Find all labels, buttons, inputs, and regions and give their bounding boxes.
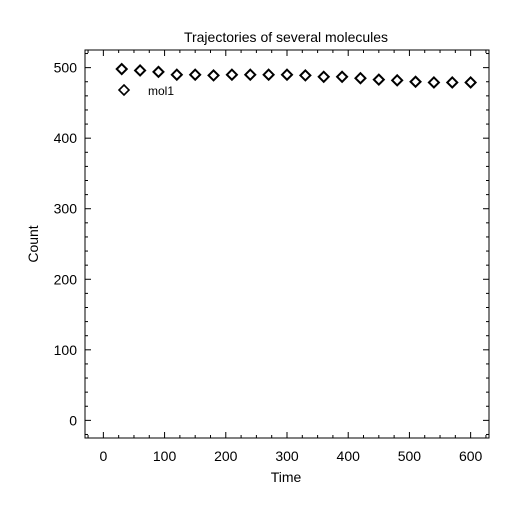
y-axis-label: Count	[25, 225, 41, 262]
y-tick-label-2: 200	[54, 271, 78, 287]
x-tick-label-1: 100	[153, 448, 177, 464]
data-point-mol1-2	[152, 65, 165, 79]
data-point-mol1-0	[115, 62, 129, 76]
chart-title: Trajectories of several molecules	[184, 29, 388, 45]
x-tick-label-5: 500	[398, 448, 422, 464]
data-point-mol1-18	[445, 76, 459, 89]
x-tick-label-4: 400	[337, 448, 361, 464]
data-point-mol1-12	[335, 70, 349, 84]
y-tick-label-3: 300	[54, 201, 78, 217]
data-point-mol1-6	[225, 68, 239, 82]
data-point-mol1-9	[280, 68, 294, 82]
data-point-mol1-16	[409, 75, 422, 89]
data-point-mol1-3	[170, 68, 184, 82]
x-tick-label-0: 0	[99, 448, 107, 464]
data-point-mol1-14	[372, 73, 386, 87]
y-tick-label-0: 0	[69, 412, 77, 428]
legend: mol1	[117, 83, 174, 98]
y-tick-label-5: 500	[54, 60, 78, 76]
data-point-mol1-1	[133, 64, 147, 77]
x-axis-label: Time	[271, 469, 302, 485]
x-tick-label-3: 300	[275, 448, 299, 464]
data-points	[115, 62, 478, 89]
x-tick-label-2: 200	[214, 448, 238, 464]
plot-frame	[84, 49, 490, 439]
data-point-mol1-8	[262, 68, 276, 82]
legend-label-mol1: mol1	[148, 84, 174, 98]
data-point-mol1-15	[390, 73, 404, 87]
data-point-mol1-4	[188, 68, 202, 82]
data-point-mol1-11	[317, 70, 331, 84]
x-axis-ticks: 0 100 200 300 400 500 600	[87, 50, 487, 464]
data-point-mol1-19	[464, 76, 478, 89]
y-tick-label-1: 100	[54, 342, 78, 358]
y-tick-label-4: 400	[54, 130, 78, 146]
legend-marker-mol1	[117, 83, 131, 97]
data-point-mol1-17	[427, 76, 441, 89]
x-tick-label-6: 600	[459, 448, 483, 464]
data-point-mol1-7	[243, 68, 257, 82]
data-point-mol1-10	[298, 68, 312, 82]
y-axis-ticks: 0 100 200 300 400 500	[54, 53, 489, 435]
data-point-mol1-5	[207, 68, 220, 82]
data-point-mol1-13	[354, 71, 367, 85]
